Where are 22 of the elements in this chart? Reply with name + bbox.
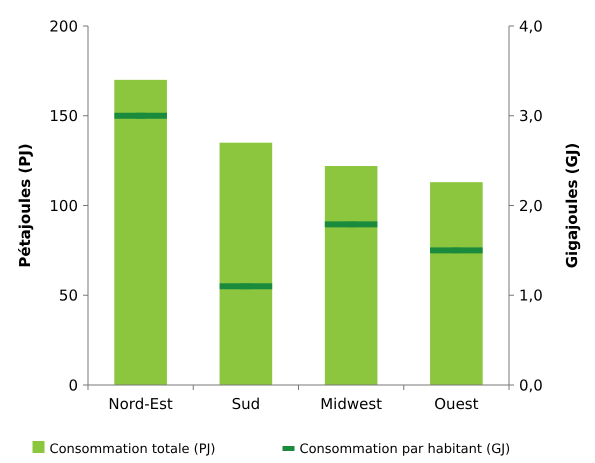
legend-label: Consommation par habitant (GJ) — [300, 442, 510, 457]
x-tick-label: Ouest — [434, 395, 479, 413]
y2-tick-label: 1,0 — [519, 286, 543, 304]
bar — [220, 142, 272, 385]
y-tick-label: 0 — [68, 376, 78, 394]
y-tick-label: 100 — [49, 196, 78, 215]
y-tick-label: 50 — [58, 286, 78, 304]
y-tick-label: 200 — [49, 17, 78, 36]
y2-tick-label: 0,0 — [519, 376, 543, 394]
legend-label: Consommation totale (PJ) — [50, 442, 216, 457]
y2-axis-title: Gigajoules (GJ) — [563, 142, 581, 268]
y2-tick-label: 4,0 — [519, 17, 543, 36]
x-tick-label: Sud — [232, 395, 260, 413]
x-tick-label: Midwest — [320, 395, 382, 413]
bar — [430, 182, 483, 385]
y2-tick-label: 2,0 — [519, 196, 543, 215]
y2-tick-label: 3,0 — [519, 107, 543, 125]
y-tick-label: 150 — [49, 107, 78, 125]
y-axis-title: Pétajoules (PJ) — [16, 143, 34, 268]
bar — [114, 80, 167, 385]
bar — [324, 166, 378, 385]
x-tick-label: Nord-Est — [108, 395, 173, 413]
